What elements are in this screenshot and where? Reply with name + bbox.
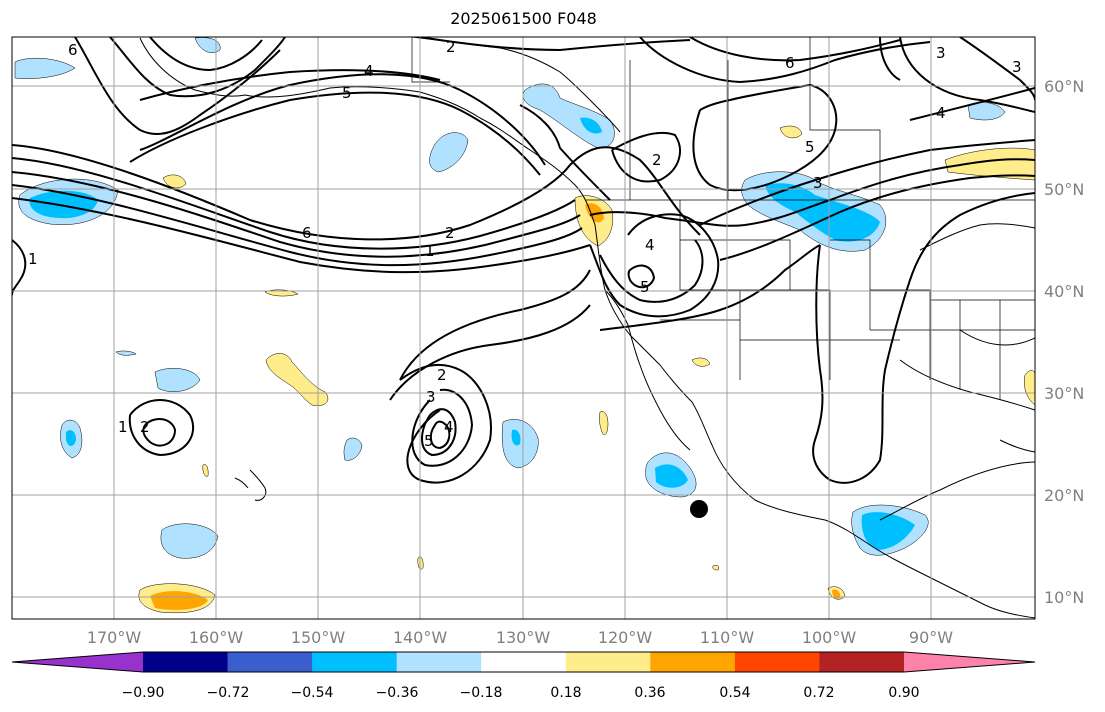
colorbar-segment — [143, 652, 229, 672]
colorbar-label: 0.72 — [803, 685, 834, 701]
contour-label: 2 — [652, 151, 662, 169]
lon-label: 120°W — [598, 628, 653, 647]
colorbar-label: 0.18 — [550, 685, 581, 701]
lon-label: 170°W — [87, 628, 142, 647]
contour-label: 5 — [640, 278, 650, 296]
contour-label: 5 — [805, 138, 815, 156]
lon-label: 130°W — [496, 628, 551, 647]
graticule — [12, 37, 1035, 619]
lon-label: 160°W — [189, 628, 244, 647]
lat-label: 50°N — [1044, 180, 1084, 199]
colorbar-label: −0.36 — [376, 685, 419, 701]
lat-label: 60°N — [1044, 77, 1084, 96]
contour-label: 5 — [424, 432, 434, 450]
lat-label: 10°N — [1044, 588, 1084, 607]
contour-label: 3 — [813, 174, 823, 192]
colorbar-segment — [396, 652, 482, 672]
contour-label: 3 — [936, 44, 946, 62]
colorbar — [11, 651, 1036, 673]
colorbar-segment — [312, 652, 398, 672]
colorbar-label: −0.18 — [460, 685, 503, 701]
contour-label: 6 — [68, 41, 78, 59]
height-contours — [12, 37, 1035, 484]
contour-labels: 6 2 4 5 6 1 2 6 3 2 5 4 5 3 4 3 1 2 2 3 … — [28, 38, 1022, 450]
lon-label: 140°W — [393, 628, 448, 647]
contour-label: 1 — [118, 418, 128, 436]
colorbar-labels: −0.90 −0.72 −0.54 −0.36 −0.18 0.18 0.36 … — [122, 685, 920, 701]
contour-label: 4 — [364, 62, 374, 80]
positive-anomaly-strong — [150, 203, 841, 610]
colorbar-label: −0.54 — [291, 685, 334, 701]
negative-anomaly-strong — [29, 117, 915, 550]
colorbar-segment — [481, 652, 567, 672]
colorbar-label: −0.90 — [122, 685, 165, 701]
contour-label: 2 — [140, 418, 150, 436]
contour-label: 2 — [446, 38, 456, 56]
contour-label: 1 — [425, 242, 435, 260]
contour-label: 2 — [445, 224, 455, 242]
lat-label: 30°N — [1044, 384, 1084, 403]
lon-label: 90°W — [909, 628, 953, 647]
lon-label: 150°W — [291, 628, 346, 647]
colorbar-segment — [734, 652, 820, 672]
lat-label: 40°N — [1044, 282, 1084, 301]
contour-label: 4 — [936, 104, 946, 122]
contour-label: 2 — [437, 366, 447, 384]
colorbar-outline — [11, 651, 1036, 673]
lat-label: 20°N — [1044, 486, 1084, 505]
latitude-labels: 60°N 50°N 40°N 30°N 20°N 10°N — [1044, 77, 1084, 607]
lon-label: 100°W — [802, 628, 857, 647]
colorbar-segment — [565, 652, 651, 672]
contour-label: 6 — [302, 224, 312, 242]
longitude-labels: 170°W 160°W 150°W 140°W 130°W 120°W 110°… — [87, 628, 953, 647]
map-title: 2025061500 F048 — [450, 9, 597, 28]
colorbar-extend-max — [904, 652, 1035, 672]
lon-label: 110°W — [700, 628, 755, 647]
colorbar-label: 0.36 — [634, 685, 665, 701]
colorbar-label: 0.54 — [719, 685, 750, 701]
contour-label: 3 — [426, 388, 436, 406]
contour-label: 3 — [1012, 58, 1022, 76]
map-border — [11, 36, 1036, 620]
colorbar-segment — [227, 652, 313, 672]
contour-label: 4 — [645, 236, 655, 254]
colorbar-extend-min — [12, 652, 143, 672]
state-boundaries — [411, 37, 1035, 400]
colorbar-segment — [650, 652, 736, 672]
contour-label: 1 — [28, 250, 38, 268]
colorbar-label: 0.90 — [888, 685, 919, 701]
contour-label: 6 — [785, 54, 795, 72]
storm-center-marker — [690, 500, 708, 518]
contour-label: 4 — [444, 418, 454, 436]
colorbar-segment — [819, 652, 905, 672]
contour-label: 5 — [342, 84, 352, 102]
colorbar-label: −0.72 — [207, 685, 250, 701]
